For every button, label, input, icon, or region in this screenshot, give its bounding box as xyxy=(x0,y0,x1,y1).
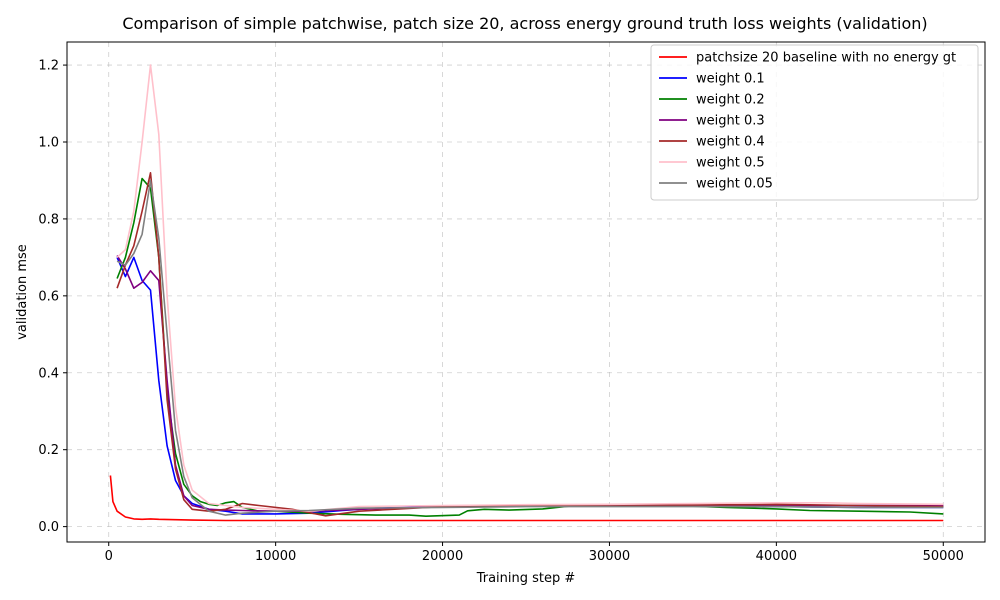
x-tick-label: 20000 xyxy=(422,549,463,564)
series-line-weight-0-2 xyxy=(116,177,944,518)
legend-label: weight 0.1 xyxy=(696,72,765,87)
y-axis-ticks: 0.0 0.2 0.4 0.6 0.8 1.0 1.2 xyxy=(38,59,67,535)
legend-label: weight 0.05 xyxy=(696,177,773,192)
series-line-weight-0-4 xyxy=(116,172,944,517)
series-line-weight-0-5 xyxy=(116,64,944,513)
y-tick-label: 0.2 xyxy=(38,443,59,458)
legend-label: patchsize 20 baseline with no energy gt xyxy=(696,51,956,66)
y-tick-label: 0.8 xyxy=(38,212,59,227)
y-axis-label: validation mse xyxy=(15,244,30,340)
legend-frame xyxy=(650,44,979,201)
x-tick-label: 30000 xyxy=(589,549,630,564)
x-axis-label: Training step # xyxy=(476,571,576,586)
series-line-patchsize-20-baseline-with-no-energy-gt xyxy=(109,475,944,522)
y-tick-label: 0.0 xyxy=(38,520,59,535)
plot-frame xyxy=(66,41,986,543)
legend-label: weight 0.4 xyxy=(696,135,765,150)
series-line-weight-0-3 xyxy=(116,255,944,513)
y-tick-label: 0.6 xyxy=(38,289,59,304)
series-lines xyxy=(109,64,944,522)
x-tick-label: 0 xyxy=(105,549,113,564)
legend: patchsize 20 baseline with no energy gt w… xyxy=(650,44,979,201)
x-axis-ticks: 0 10000 20000 30000 40000 50000 xyxy=(105,542,964,564)
y-tick-label: 0.4 xyxy=(38,366,59,381)
y-tick-label: 1.2 xyxy=(38,59,59,74)
x-tick-label: 50000 xyxy=(923,549,964,564)
legend-label: weight 0.3 xyxy=(696,114,765,129)
y-tick-label: 1.0 xyxy=(38,136,59,151)
x-tick-label: 10000 xyxy=(255,549,296,564)
series-line-weight-0-05 xyxy=(116,179,944,516)
legend-label: weight 0.5 xyxy=(696,156,765,171)
chart-title: Comparison of simple patchwise, patch si… xyxy=(122,14,927,33)
legend-label: weight 0.2 xyxy=(696,93,765,108)
x-tick-label: 40000 xyxy=(756,549,797,564)
